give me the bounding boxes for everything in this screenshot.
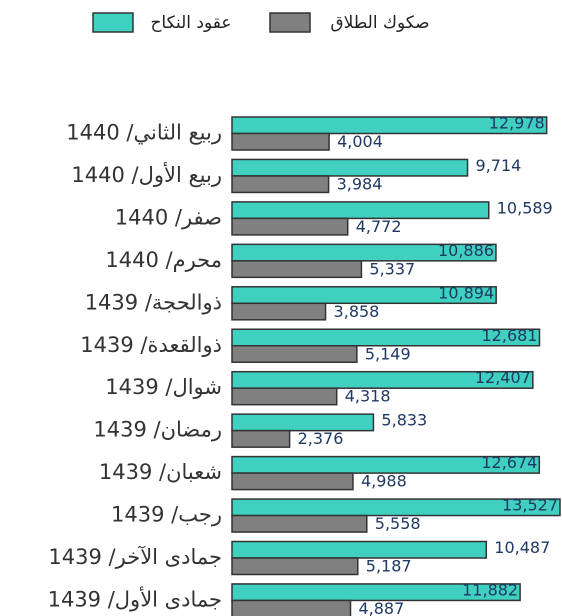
category-label: محرم/ 1440 <box>105 248 222 272</box>
value-label: 4,772 <box>356 217 402 236</box>
value-label: 11,882 <box>462 580 518 599</box>
value-label: 10,886 <box>438 241 494 260</box>
bar <box>231 175 330 194</box>
bar <box>231 260 363 279</box>
value-label: 10,589 <box>497 198 553 217</box>
value-label: 5,337 <box>369 259 415 278</box>
bar <box>231 370 534 389</box>
bar <box>231 217 349 236</box>
category-label: رجب/ 1439 <box>111 503 222 527</box>
bar <box>231 472 354 491</box>
value-label: 5,558 <box>375 514 421 533</box>
legend-label: صكوك الطلاق <box>330 13 429 33</box>
bar <box>231 514 368 533</box>
value-label: 5,149 <box>365 344 411 363</box>
category-label: شوال/ 1439 <box>105 375 222 399</box>
category-label: ذوالقعدة/ 1439 <box>80 333 222 357</box>
value-label: 13,527 <box>502 496 558 515</box>
value-label: 10,894 <box>438 283 494 302</box>
bar <box>231 540 488 559</box>
value-label: 4,004 <box>337 132 383 151</box>
bar <box>231 498 561 517</box>
bar <box>231 413 375 432</box>
category-label: ربيع الثاني/ 1440 <box>66 121 222 145</box>
value-label: 4,988 <box>361 472 407 491</box>
value-label: 12,978 <box>489 114 545 133</box>
bar <box>231 583 521 602</box>
value-label: 2,376 <box>298 429 344 448</box>
value-label: 10,487 <box>494 538 550 557</box>
category-label: شعبان/ 1439 <box>99 460 222 484</box>
bar <box>231 328 541 347</box>
bar <box>231 158 469 177</box>
legend-label: عقود النكاح <box>150 13 231 33</box>
category-label: صفر/ 1440 <box>115 205 222 229</box>
category-label: رمضان/ 1439 <box>93 418 222 442</box>
value-label: 3,858 <box>334 302 380 321</box>
legend-swatch <box>269 12 311 33</box>
category-label: جمادى الأول/ 1439 <box>48 586 222 611</box>
bar <box>231 345 358 363</box>
value-label: 12,674 <box>481 453 537 472</box>
value-label: 4,887 <box>358 599 404 616</box>
bar <box>231 116 548 135</box>
bar <box>231 243 497 262</box>
bar <box>231 132 330 151</box>
category-label: ذوالحجة/ 1439 <box>85 290 222 314</box>
bar <box>231 201 490 220</box>
value-label: 5,187 <box>366 557 412 576</box>
value-label: 5,833 <box>381 411 427 430</box>
category-label: جمادى الآخر/ 1439 <box>48 545 222 569</box>
value-label: 9,714 <box>476 156 522 175</box>
bar <box>231 599 352 616</box>
bar <box>231 429 291 448</box>
bar <box>231 455 541 474</box>
bar <box>231 557 359 576</box>
value-label: 12,681 <box>482 326 538 345</box>
bar <box>231 387 338 406</box>
value-label: 4,318 <box>345 387 391 406</box>
bar <box>231 286 497 305</box>
category-label: ربيع الأول/ 1440 <box>71 162 222 187</box>
value-label: 3,984 <box>337 174 383 193</box>
value-label: 12,407 <box>475 368 531 387</box>
legend-swatch <box>92 12 134 33</box>
bar <box>231 302 327 321</box>
